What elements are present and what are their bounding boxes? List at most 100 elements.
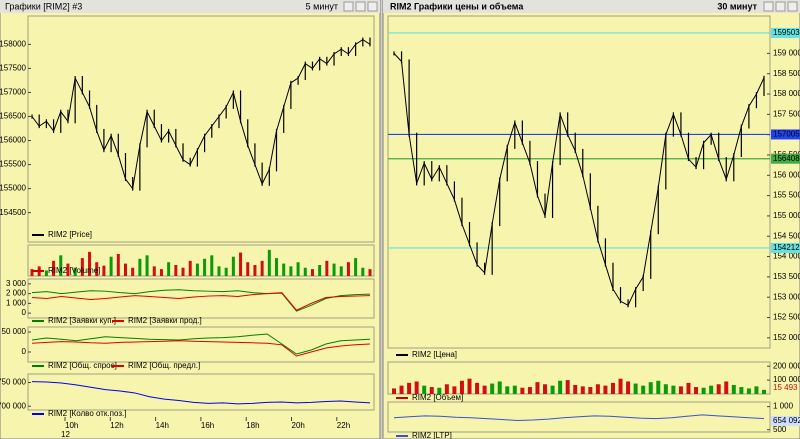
left-window bbox=[0, 0, 381, 439]
volume-bar bbox=[671, 385, 676, 394]
volume-bar bbox=[565, 380, 570, 394]
volume-bar bbox=[332, 263, 336, 276]
volume-bar bbox=[422, 385, 427, 394]
y-tick-label: 155500 bbox=[0, 160, 27, 169]
y-tick-label: 2 000 bbox=[6, 289, 27, 298]
volume-bar bbox=[543, 384, 548, 394]
last-ltp-label: 654 092 bbox=[773, 416, 800, 425]
y-tick-label: 154500 bbox=[0, 208, 27, 217]
close-button[interactable] bbox=[787, 1, 798, 12]
volume-bar bbox=[368, 269, 372, 276]
y-tick-label: 0 bbox=[22, 347, 27, 356]
series-line bbox=[31, 292, 371, 311]
minimize-button[interactable] bbox=[343, 1, 354, 12]
volume-bar bbox=[174, 264, 178, 276]
volume-bar bbox=[550, 385, 555, 394]
x-tick-label: 12h bbox=[110, 421, 123, 430]
volume-bar bbox=[239, 252, 243, 276]
volume-bar bbox=[159, 269, 163, 276]
y-tick-label: 152 500 bbox=[773, 313, 800, 322]
volume-bar bbox=[558, 380, 563, 394]
volume-bar bbox=[260, 260, 264, 276]
y-tick-label: 152 000 bbox=[773, 333, 800, 342]
volume-bar bbox=[217, 266, 221, 276]
level-label-box bbox=[771, 153, 800, 164]
volume-bar bbox=[437, 387, 442, 394]
volume-bar bbox=[95, 262, 99, 276]
volume-bar bbox=[716, 384, 721, 394]
close-button[interactable] bbox=[367, 1, 378, 12]
panel-frame bbox=[27, 278, 375, 319]
y-tick-label: 750 000 bbox=[0, 378, 27, 387]
series-line bbox=[31, 289, 371, 312]
y-tick-label: 154 000 bbox=[773, 252, 800, 261]
volume-bar bbox=[289, 266, 293, 276]
volume-bar bbox=[296, 262, 300, 276]
volume-bar bbox=[203, 258, 207, 276]
volume-bar bbox=[66, 263, 70, 276]
y-tick-label: 700 000 bbox=[0, 401, 27, 410]
volume-bar bbox=[275, 258, 279, 276]
volume-bar bbox=[138, 258, 142, 276]
legend-label: RIM2 [Объем] bbox=[412, 393, 463, 402]
left-titlebar[interactable] bbox=[0, 0, 380, 13]
right-interval: 30 минут bbox=[717, 1, 757, 11]
volume-bar bbox=[505, 386, 510, 394]
volume-bar bbox=[30, 269, 34, 276]
minimize-button[interactable] bbox=[763, 1, 774, 12]
volume-bar bbox=[116, 253, 120, 276]
legend-label: RIM2 [Заявки куп.] bbox=[48, 316, 116, 325]
volume-bar bbox=[520, 387, 525, 394]
volume-bar bbox=[641, 385, 646, 394]
volume-bar bbox=[452, 386, 457, 394]
y-tick-label: 153 500 bbox=[773, 272, 800, 281]
series-line bbox=[31, 333, 371, 355]
volume-bar bbox=[467, 378, 472, 394]
right-window bbox=[382, 0, 800, 439]
y-tick-label: 154 500 bbox=[773, 231, 800, 240]
legend-label: RIM2 [Колво отк.поз.] bbox=[48, 409, 126, 418]
panel-frame bbox=[387, 401, 771, 433]
last-volume-label: 15 493 bbox=[773, 383, 798, 392]
volume-bar bbox=[188, 260, 192, 276]
volume-bar bbox=[573, 384, 578, 394]
left-title: Графики [RIM2] #3 bbox=[5, 1, 82, 11]
volume-bar bbox=[746, 388, 751, 394]
x-tick-label: 22h bbox=[337, 421, 350, 430]
legend-label: RIM2 [Volume] bbox=[48, 266, 100, 275]
ltp-line bbox=[393, 414, 765, 421]
x-tick-label: 16h bbox=[201, 421, 214, 430]
volume-bar bbox=[339, 266, 343, 276]
volume-bar bbox=[88, 251, 92, 276]
volume-bar bbox=[626, 381, 631, 394]
date-label: 12 bbox=[61, 430, 70, 439]
series-line bbox=[31, 340, 371, 357]
y-tick-label: 155 500 bbox=[773, 191, 800, 200]
price-line bbox=[31, 38, 371, 190]
volume-bar bbox=[739, 387, 744, 394]
volume-bar bbox=[762, 389, 766, 394]
y-tick-label: 3 000 bbox=[6, 279, 27, 288]
maximize-button[interactable] bbox=[355, 1, 366, 12]
y-tick-label: 158 500 bbox=[773, 69, 800, 78]
volume-bar bbox=[167, 262, 171, 276]
y-tick-label: 200 000 bbox=[773, 361, 800, 370]
volume-bar bbox=[354, 258, 358, 276]
volume-bar bbox=[325, 260, 329, 276]
volume-bar bbox=[231, 256, 235, 276]
volume-bar bbox=[59, 255, 63, 276]
panel-frame bbox=[387, 15, 771, 349]
right-titlebar[interactable] bbox=[383, 0, 800, 13]
volume-bar bbox=[603, 385, 608, 394]
price-line bbox=[393, 53, 765, 307]
volume-bar bbox=[52, 260, 56, 276]
legend-label: RIM2 [LTP] bbox=[412, 431, 452, 439]
volume-bar bbox=[303, 267, 307, 276]
y-tick-label: 1 000 bbox=[773, 402, 794, 411]
y-tick-label: 157500 bbox=[0, 64, 27, 73]
volume-bar bbox=[152, 266, 156, 276]
maximize-button[interactable] bbox=[775, 1, 786, 12]
volume-bar bbox=[694, 387, 699, 394]
last-ltp-box bbox=[771, 416, 800, 426]
